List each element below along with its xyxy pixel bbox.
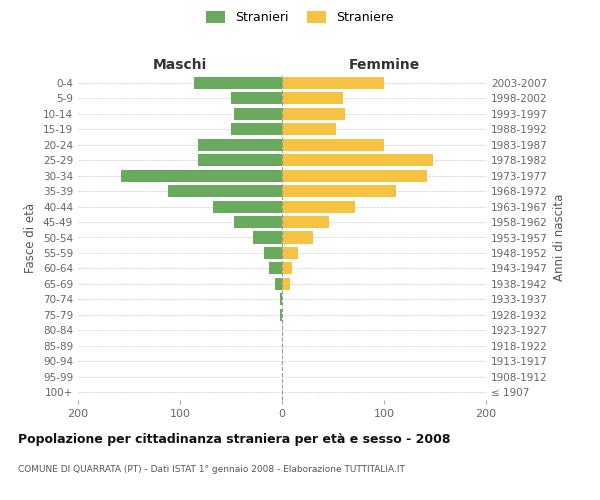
Bar xyxy=(282,123,336,135)
Text: Popolazione per cittadinanza straniera per età e sesso - 2008: Popolazione per cittadinanza straniera p… xyxy=(18,432,451,446)
Bar xyxy=(234,108,282,120)
Bar xyxy=(231,92,282,104)
Bar xyxy=(282,138,384,150)
Bar xyxy=(199,154,282,166)
Bar xyxy=(280,309,282,321)
Bar xyxy=(282,108,345,120)
Bar xyxy=(168,185,282,197)
Bar xyxy=(282,216,329,228)
Y-axis label: Fasce di età: Fasce di età xyxy=(25,202,37,272)
Bar xyxy=(269,262,282,274)
Bar xyxy=(282,278,290,290)
Text: Femmine: Femmine xyxy=(349,58,419,72)
Bar xyxy=(263,247,282,259)
Bar xyxy=(280,294,282,306)
Y-axis label: Anni di nascita: Anni di nascita xyxy=(553,194,566,281)
Bar xyxy=(282,92,343,104)
Text: COMUNE DI QUARRATA (PT) - Dati ISTAT 1° gennaio 2008 - Elaborazione TUTTITALIA.I: COMUNE DI QUARRATA (PT) - Dati ISTAT 1° … xyxy=(18,466,405,474)
Bar xyxy=(282,200,355,212)
Bar xyxy=(231,123,282,135)
Bar xyxy=(282,170,427,181)
Bar xyxy=(212,200,282,212)
Bar xyxy=(282,154,433,166)
Bar xyxy=(282,247,298,259)
Bar xyxy=(282,76,384,89)
Bar xyxy=(282,232,313,243)
Bar xyxy=(199,138,282,150)
Bar xyxy=(194,76,282,89)
Bar xyxy=(282,262,292,274)
Bar xyxy=(121,170,282,181)
Bar xyxy=(282,185,396,197)
Bar xyxy=(234,216,282,228)
Text: Maschi: Maschi xyxy=(153,58,207,72)
Legend: Stranieri, Straniere: Stranieri, Straniere xyxy=(206,11,394,24)
Bar xyxy=(253,232,282,243)
Bar xyxy=(275,278,282,290)
